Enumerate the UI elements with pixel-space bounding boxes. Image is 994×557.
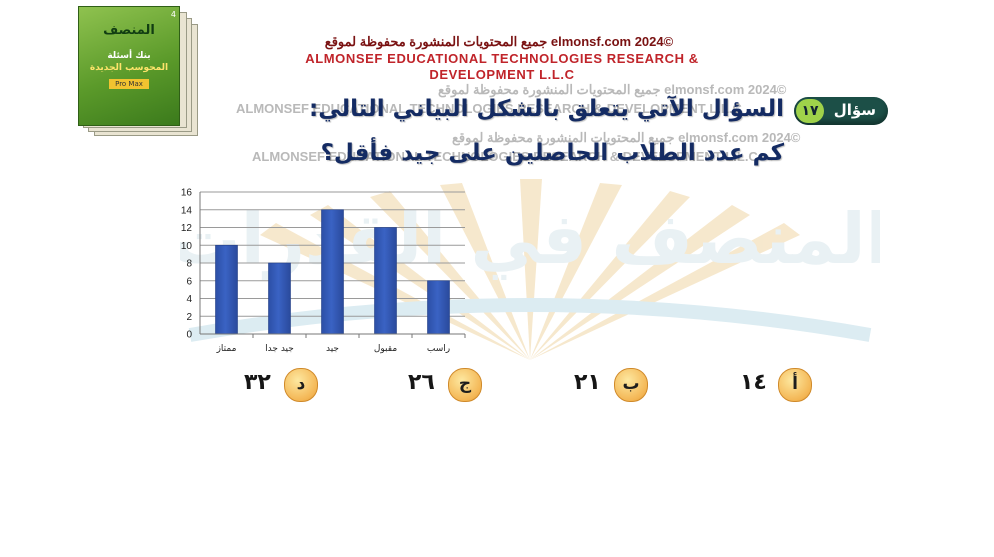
watermark-text-en-2: ALMONSEF EDUCATIONAL TECHNOLOGIES RESEAR… — [252, 149, 758, 164]
y-tick-label: 12 — [181, 223, 193, 234]
watermark-logo: المنصف في القدرات — [180, 179, 880, 360]
question-label: سؤال — [833, 101, 876, 119]
y-tick-label: 2 — [186, 312, 192, 323]
question-badge: ١٧ سؤال — [794, 97, 888, 125]
watermark-text-en-1: ALMONSEF EDUCATIONAL TECHNOLOGIES RESEAR… — [236, 101, 742, 116]
y-tick-label: 14 — [181, 205, 193, 216]
x-tick-label: ممتاز — [216, 344, 237, 354]
answer-value-d: ٣٢ — [244, 370, 271, 395]
question-number: ١٧ — [796, 99, 824, 123]
book-edition-badge: 4 — [170, 10, 176, 19]
y-tick-label: 16 — [181, 188, 193, 199]
answer-value-c: ٢٦ — [408, 370, 435, 395]
x-tick-label: راسب — [427, 344, 450, 354]
answer-option-a[interactable]: أ ١٤ — [730, 368, 814, 402]
y-tick-label: 10 — [181, 241, 193, 252]
question-line-1: السؤال الآتي يتعلق بالشكل البياني التالي… — [309, 96, 784, 122]
book-title-line1: بنك أسئلة — [107, 51, 151, 61]
y-tick-label: 0 — [186, 330, 192, 341]
answer-letter-b: ب — [614, 368, 648, 402]
answer-option-c[interactable]: ج ٢٦ — [404, 368, 488, 402]
answer-value-a: ١٤ — [740, 370, 767, 395]
copyright-arabic: جميع المحتويات المنشورة محفوظة لموقع elm… — [324, 34, 674, 49]
bar-chart: 0 2 4 6 8 10 12 14 16 ممتاز جيد جدا جيد مقبول راسب — [181, 188, 466, 354]
company-name: ALMONSEF EDUCATIONAL TECHNOLOGIES RESEAR… — [305, 51, 699, 82]
bar-3 — [321, 209, 344, 335]
bar-5 — [427, 280, 450, 335]
watermark-text-ar-2: جميع المحتويات المنشورة محفوظة لموقع elm… — [452, 130, 801, 145]
book-tag: Pro Max — [109, 79, 149, 89]
answer-letter-d: د — [284, 368, 318, 402]
x-tick-label: جيد — [326, 344, 339, 354]
watermark-text-ar-1: جميع المحتويات المنشورة محفوظة لموقع elm… — [438, 82, 787, 97]
x-tick-label: جيد جدا — [265, 344, 294, 354]
bar-4 — [374, 227, 397, 335]
book-cover-image: 4 المنصف بنك أسئلة المحوسب الجديدة Pro M… — [78, 6, 199, 137]
bar-1 — [215, 244, 238, 335]
x-tick-label: مقبول — [374, 344, 397, 354]
answer-value-b: ٢١ — [574, 370, 601, 395]
answer-letter-c: ج — [448, 368, 482, 402]
svg-text:المنصف في القدرات: المنصف في القدرات — [180, 198, 880, 280]
bar-2 — [268, 262, 291, 335]
question-line-2: كم عدد الطلاب الحاصلين على جيد فأقل؟ — [320, 140, 784, 166]
book-brand: المنصف — [103, 23, 155, 38]
answer-letter-a: أ — [778, 368, 812, 402]
answer-option-d[interactable]: د ٣٢ — [240, 368, 324, 402]
y-tick-label: 6 — [186, 276, 192, 287]
y-tick-label: 4 — [186, 294, 192, 305]
answer-option-b[interactable]: ب ٢١ — [568, 368, 652, 402]
y-tick-label: 8 — [186, 259, 192, 270]
book-title-line2: المحوسب الجديدة — [89, 63, 169, 73]
